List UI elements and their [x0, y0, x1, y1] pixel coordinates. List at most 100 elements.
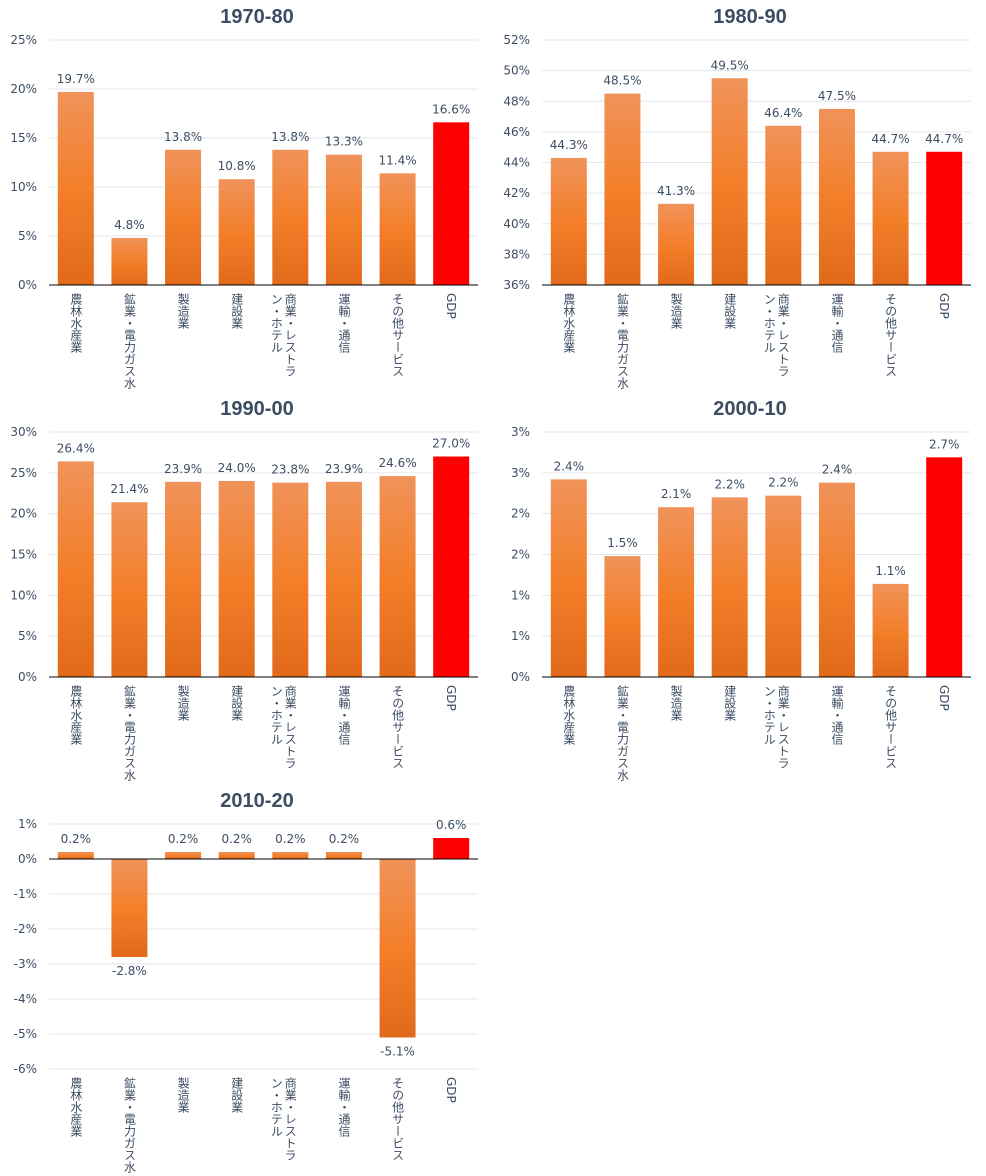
bar — [711, 78, 748, 285]
bar — [325, 852, 362, 859]
y-tick-label: -6% — [14, 1062, 37, 1076]
y-tick-label: 46% — [503, 125, 530, 139]
y-tick-label: 42% — [503, 186, 530, 200]
chart-title: 1970-80 — [220, 6, 294, 28]
chart-title: 1980-90 — [713, 6, 787, 28]
data-label: 2.1% — [661, 487, 692, 501]
x-tick-label: 建設業 — [229, 685, 244, 721]
bar — [658, 507, 695, 677]
data-label: 19.7% — [57, 72, 95, 86]
x-tick-label: 鉱業・電力ガス水 — [122, 1077, 137, 1173]
x-tick-label: GDP — [937, 293, 952, 319]
y-tick-label: 10% — [10, 588, 37, 602]
x-tick-label: 農林水産業 — [68, 1077, 83, 1137]
y-tick-label: 52% — [503, 33, 530, 47]
x-tick-label: 製造業 — [669, 293, 684, 329]
x-tick-label: 鉱業・電力ガス水 — [615, 685, 630, 781]
y-tick-label: 3% — [511, 466, 530, 480]
y-tick-label: -3% — [14, 957, 37, 971]
data-label: 23.8% — [271, 463, 309, 477]
y-tick-label: -1% — [14, 887, 37, 901]
x-tick-label: その他サービス — [390, 1077, 405, 1161]
y-tick-label: 0% — [18, 852, 37, 866]
x-tick-label: 製造業 — [176, 1077, 191, 1113]
y-tick-label: 2% — [511, 507, 530, 521]
plot-area: 0% 5% 10% 15% 20% 25% 30% 26.4% 21.4% 23.9% 24.0% 2… — [10, 425, 478, 684]
data-label: 23.9% — [325, 462, 363, 476]
x-tick-label: 製造業 — [176, 685, 191, 721]
data-label: 0.2% — [61, 832, 92, 846]
x-tick-label: 農林水産業 — [68, 685, 83, 745]
data-label: 0.2% — [329, 832, 360, 846]
data-label: 23.9% — [164, 462, 202, 476]
data-label: 2.4% — [554, 459, 585, 473]
y-tick-label: 3% — [511, 425, 530, 439]
data-label: 0.2% — [221, 832, 252, 846]
bar — [711, 497, 748, 677]
y-tick-label: 44% — [503, 156, 530, 170]
y-tick-label: 0% — [18, 278, 37, 292]
x-tick-label: 運輸・通信 — [829, 685, 844, 745]
bar — [272, 852, 309, 859]
bar — [379, 173, 416, 285]
bar — [325, 154, 362, 285]
bar — [111, 237, 148, 285]
bar — [218, 179, 255, 285]
data-label: 0.2% — [168, 832, 199, 846]
bar — [272, 149, 309, 285]
data-label: 44.7% — [925, 132, 963, 146]
data-label: 0.2% — [275, 832, 306, 846]
data-label: 44.3% — [550, 138, 588, 152]
y-tick-label: 50% — [503, 64, 530, 78]
x-tick-label: 製造業 — [176, 293, 191, 329]
data-label: 24.6% — [379, 456, 417, 470]
y-tick-label: 38% — [503, 247, 530, 261]
x-tick-label: 建設業 — [229, 293, 244, 329]
x-tick-label: 建設業 — [722, 685, 737, 721]
y-tick-label: 48% — [503, 94, 530, 108]
x-tick-label: 建設業 — [722, 293, 737, 329]
data-label: 13.8% — [164, 130, 202, 144]
x-tick-label: 商業・レストラン・ホテル — [762, 293, 791, 377]
bar — [872, 151, 909, 285]
bar — [165, 149, 202, 285]
chart-title: 2010-20 — [220, 790, 294, 812]
data-label: 21.4% — [110, 482, 148, 496]
bar — [57, 461, 94, 677]
x-tick-label: 運輸・通信 — [336, 1077, 351, 1137]
chart-panel-1970-80: 0% 5% 10% 15% 20% 25% 19.7% 4.8% 13.8% 10.8% 13.8%… — [0, 0, 493, 392]
y-tick-label: 15% — [10, 548, 37, 562]
y-tick-label: 30% — [10, 425, 37, 439]
x-tick-label: 運輸・通信 — [336, 685, 351, 745]
y-tick-label: 5% — [18, 229, 37, 243]
data-label: 2.2% — [714, 477, 745, 491]
data-label: 26.4% — [57, 441, 95, 455]
bar — [658, 203, 695, 285]
y-tick-label: 36% — [503, 278, 530, 292]
bar — [818, 108, 855, 285]
data-label: 13.3% — [325, 135, 363, 149]
bar — [111, 859, 148, 957]
x-tick-label: 商業・レストラン・ホテル — [269, 685, 298, 769]
data-label: 2.4% — [822, 463, 853, 477]
chart-title: 1990-00 — [220, 398, 294, 420]
data-label: 13.8% — [271, 130, 309, 144]
y-tick-label: 0% — [18, 670, 37, 684]
plot-area: 0% 1% 1% 2% 2% 3% 3% 2.4% 1.5% 2.1% 2.2% 2.2% 2.4% 1.… — [511, 425, 971, 684]
bar — [379, 859, 416, 1038]
x-tick-label: GDP — [444, 1077, 459, 1103]
bar — [165, 852, 202, 859]
x-tick-label: GDP — [937, 685, 952, 711]
y-tick-label: 15% — [10, 131, 37, 145]
x-tick-label: 運輸・通信 — [829, 293, 844, 353]
bar — [765, 125, 802, 285]
y-tick-label: 25% — [10, 466, 37, 480]
x-tick-label: その他サービス — [390, 293, 405, 377]
x-tick-label: 鉱業・電力ガス水 — [122, 685, 137, 781]
data-label: 24.0% — [218, 461, 256, 475]
x-tick-label: その他サービス — [883, 293, 898, 377]
bar — [272, 482, 309, 677]
bar — [57, 91, 94, 285]
data-label: 47.5% — [818, 89, 856, 103]
